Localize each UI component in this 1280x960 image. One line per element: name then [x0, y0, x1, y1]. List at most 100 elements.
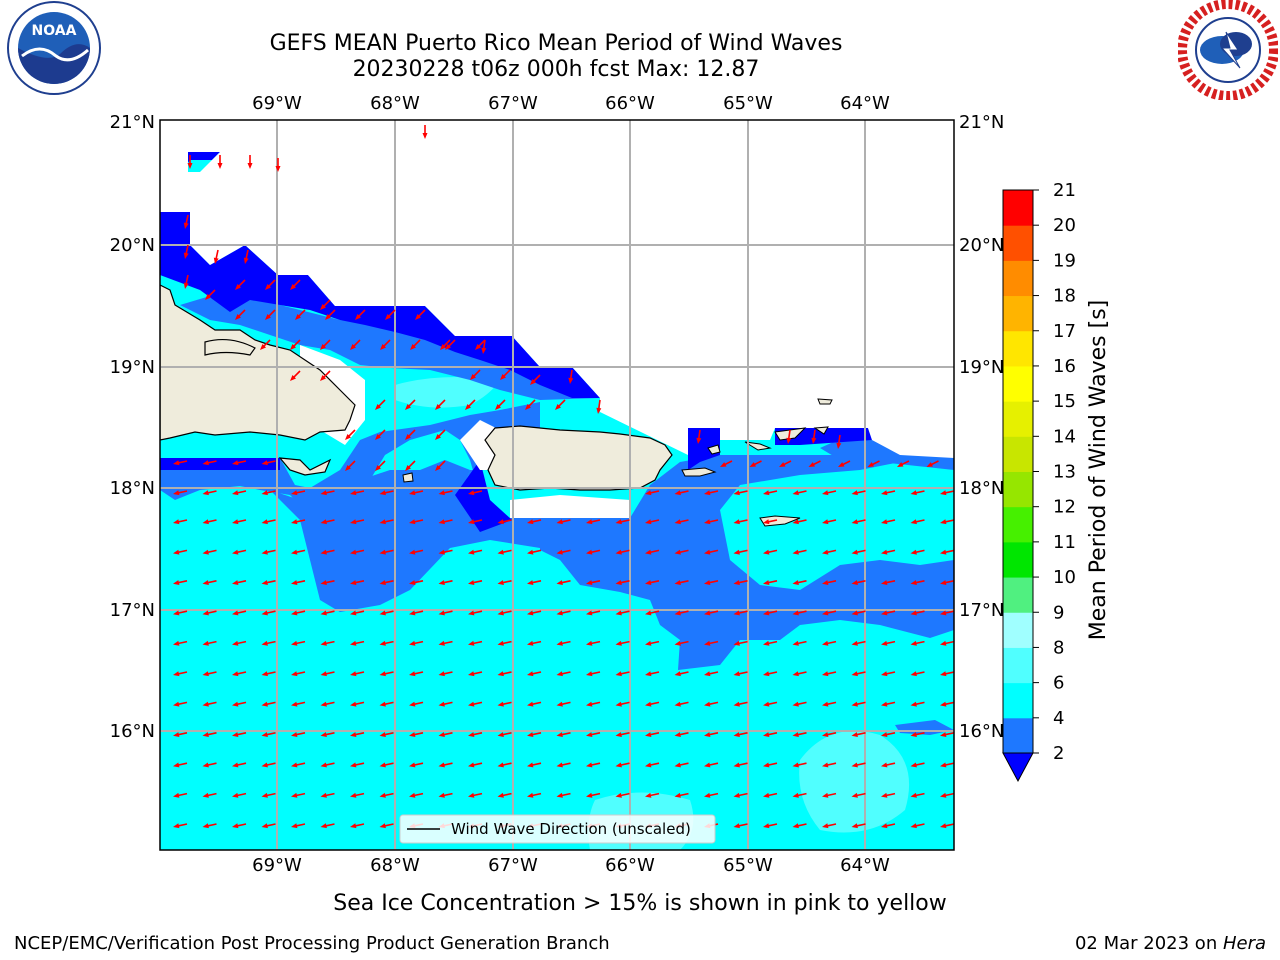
wave-direction-arrow [275, 158, 281, 172]
wave-direction-arrow [704, 610, 719, 616]
wave-direction-arrow [763, 823, 778, 829]
wave-direction-arrow [674, 610, 689, 616]
noaa-logo-text: NOAA [32, 23, 77, 39]
wave-direction-arrow [187, 155, 193, 169]
wave-direction-arrow [763, 792, 778, 798]
wave-direction-arrow [720, 460, 733, 467]
wave-direction-arrow [586, 792, 601, 798]
wave-direction-arrow [645, 701, 660, 707]
wave-direction-arrow [822, 519, 837, 525]
wave-direction-arrow [811, 429, 817, 444]
wave-direction-arrow [320, 549, 335, 555]
wave-direction-arrow [265, 279, 276, 290]
wave-direction-arrow [320, 610, 335, 616]
wave-direction-arrow [596, 399, 602, 414]
wave-direction-arrow [422, 125, 428, 139]
wave-direction-arrow [261, 732, 276, 737]
wave-direction-arrow [940, 610, 954, 616]
wave-direction-arrow [405, 399, 416, 410]
wave-direction-arrow [173, 519, 188, 525]
wave-direction-arrow [497, 732, 512, 737]
wave-direction-arrow [497, 549, 512, 555]
wave-direction-arrow [704, 580, 719, 585]
period-fill-2-4 [180, 290, 600, 400]
wave-direction-arrow [645, 671, 660, 677]
wave-direction-arrow [320, 671, 335, 677]
wave-direction-arrow [440, 339, 451, 350]
wind-wave-arrows [173, 125, 954, 829]
wave-direction-arrow [379, 762, 394, 768]
wave-direction-arrow [822, 762, 837, 768]
wave-direction-arrow [438, 490, 453, 496]
wave-direction-arrow [867, 460, 880, 467]
footer-host: Hera [1222, 933, 1266, 954]
wave-direction-arrow [291, 580, 306, 585]
wave-direction-arrow [881, 823, 896, 829]
wave-direction-arrow [527, 762, 542, 768]
wave-direction-arrow [940, 490, 954, 496]
wave-direction-arrow [763, 610, 778, 616]
wave-direction-arrow [320, 732, 335, 737]
wave-direction-arrow [822, 701, 837, 707]
wave-direction-arrow [320, 640, 335, 646]
wave-direction-arrow [940, 792, 954, 798]
wave-direction-arrow [475, 339, 486, 350]
wave-direction-arrow [350, 823, 365, 829]
colorbar-segment [1003, 436, 1033, 472]
colorbar-segment [1003, 190, 1033, 226]
wave-direction-arrow [202, 640, 217, 646]
wave-direction-arrow [556, 671, 571, 677]
colorbar-tick-label: 8 [1053, 637, 1064, 658]
wave-direction-arrow [350, 610, 365, 616]
wave-direction-arrow [497, 580, 512, 585]
wave-direction-arrow [202, 580, 217, 585]
legend: Wind Wave Direction (unscaled) [399, 814, 716, 844]
wave-direction-arrow [497, 671, 512, 677]
wave-direction-arrow [615, 671, 630, 677]
wave-direction-arrow [556, 640, 571, 646]
map-area [160, 120, 954, 850]
sea-ice-caption: Sea Ice Concentration > 15% is shown in … [333, 891, 947, 916]
lon-tick-bottom: 68°W [370, 855, 420, 876]
wave-direction-arrow [320, 792, 335, 798]
wave-direction-arrow [232, 701, 247, 707]
colorbar-tick-label: 11 [1053, 532, 1076, 553]
wave-direction-arrow [438, 792, 453, 798]
wave-direction-arrow [379, 490, 394, 496]
wave-direction-arrow [202, 519, 217, 525]
lon-tick-bottom: 69°W [252, 855, 302, 876]
wave-direction-arrow [290, 370, 301, 381]
wave-direction-arrow [173, 490, 188, 496]
wave-direction-arrow [851, 640, 866, 646]
wave-direction-arrow [763, 519, 778, 525]
footer-date-text: 02 Mar 2023 on [1074, 933, 1223, 954]
wave-direction-arrow [556, 580, 571, 585]
wave-direction-arrow [350, 339, 361, 350]
wave-direction-arrow [410, 339, 421, 350]
colorbar-segment [1003, 682, 1033, 719]
wave-direction-arrow [320, 370, 331, 381]
colorbar-tick-label: 21 [1053, 180, 1076, 201]
wave-direction-arrow [379, 580, 394, 585]
wave-direction-arrow [940, 671, 954, 677]
wave-direction-arrow [291, 490, 306, 496]
wave-direction-arrow [409, 580, 424, 585]
wave-direction-arrow [355, 309, 366, 320]
wave-direction-arrow [763, 580, 778, 585]
wave-direction-arrow [881, 549, 896, 555]
wave-direction-arrow [586, 732, 601, 737]
wave-direction-arrow [290, 339, 301, 350]
wave-direction-arrow [792, 823, 807, 829]
lon-tick-bottom: 65°W [723, 855, 773, 876]
period-fill-under-2 [160, 458, 280, 470]
wave-direction-arrow [527, 610, 542, 616]
wave-direction-arrow [350, 580, 365, 585]
wave-direction-arrow [527, 701, 542, 707]
wave-direction-arrow [586, 701, 601, 707]
wave-direction-arrow [291, 640, 306, 646]
map-frame [159, 119, 955, 851]
wave-direction-arrow [586, 580, 601, 585]
wave-direction-arrow [173, 671, 188, 677]
wave-direction-arrow [645, 610, 660, 616]
wave-direction-arrow [527, 792, 542, 798]
